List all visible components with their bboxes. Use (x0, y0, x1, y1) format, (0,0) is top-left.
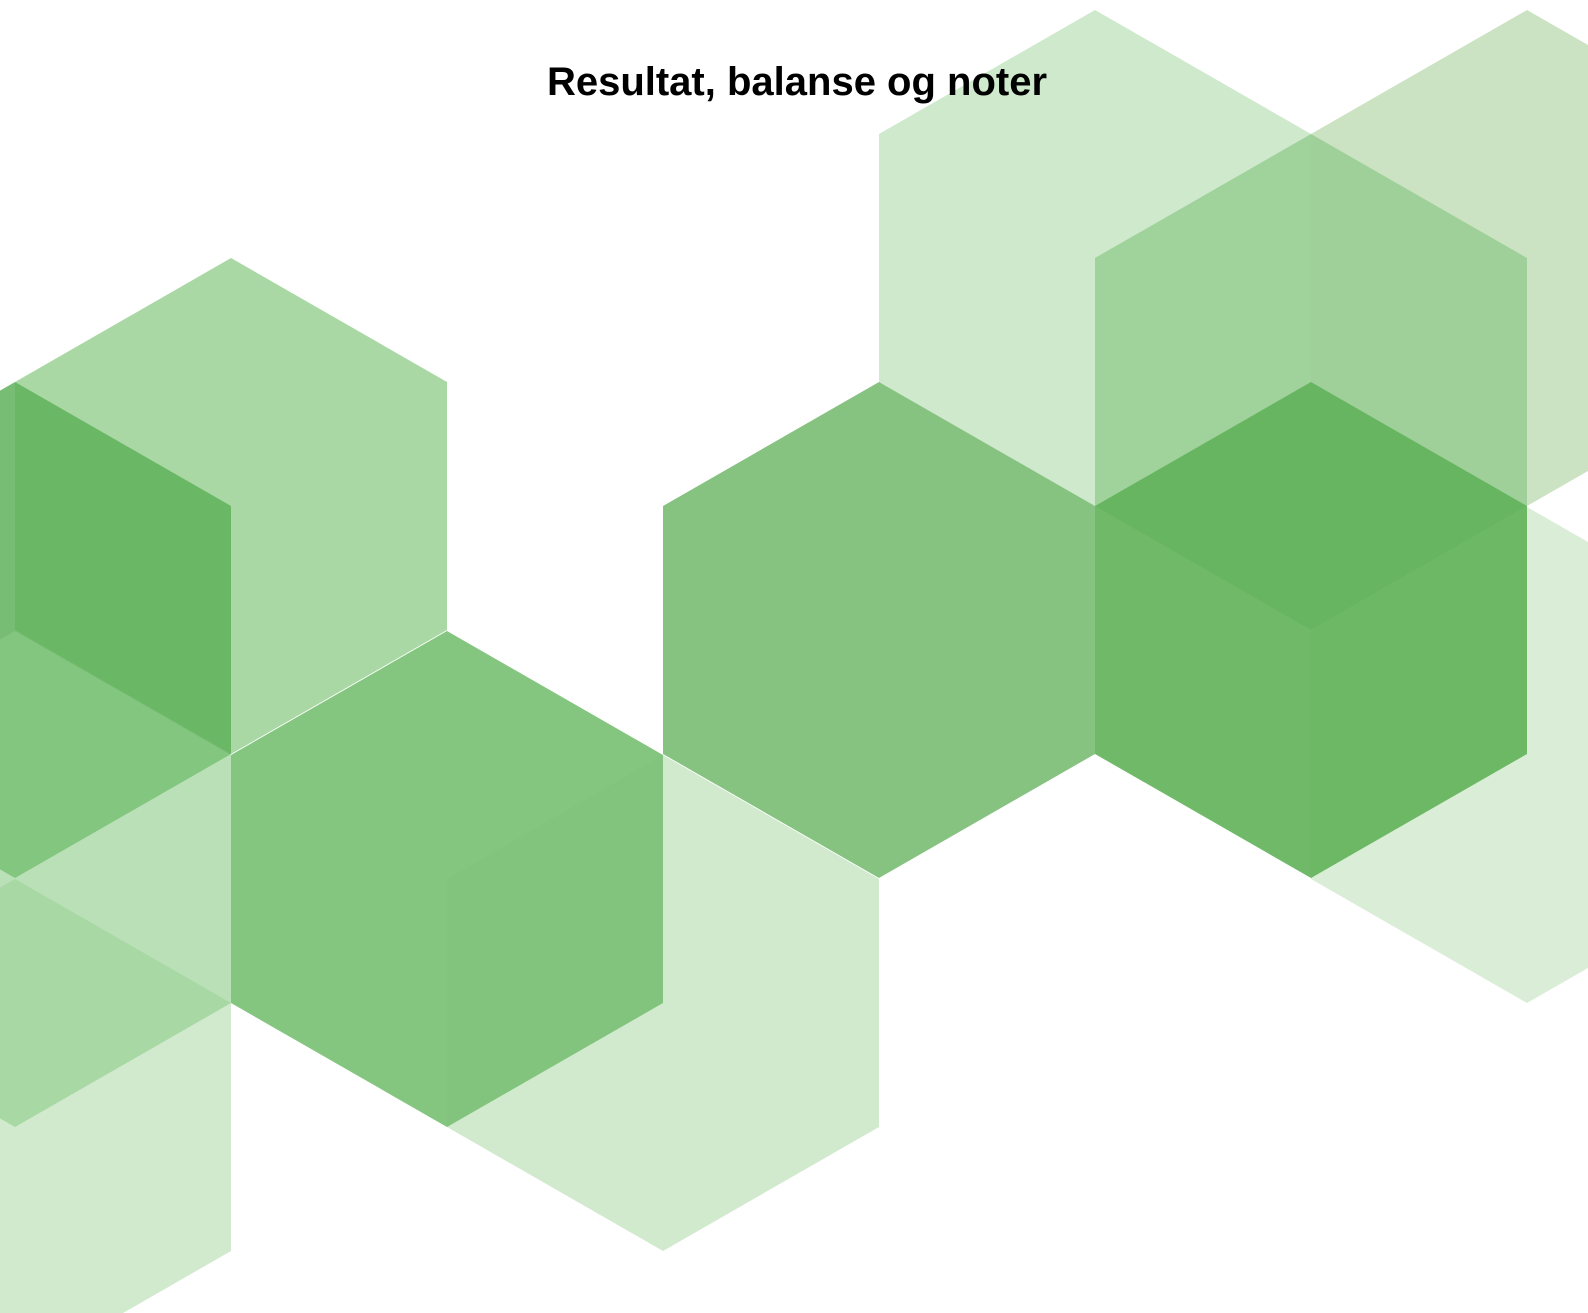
hexagon-background (0, 0, 1588, 1313)
document-title: Resultat, balanse og noter (0, 60, 1588, 105)
page: Resultat, balanse og noter (() => { cons… (0, 0, 1588, 1313)
